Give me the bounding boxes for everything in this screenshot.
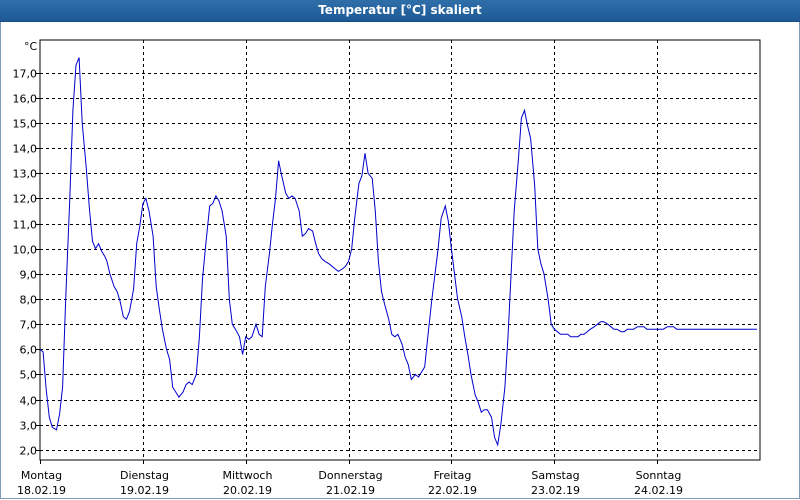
x-tick-date-label: 20.02.19 <box>223 484 272 497</box>
y-tick-label: 13,0 <box>13 168 38 181</box>
y-tick-label: 8,0 <box>20 294 38 307</box>
x-tick-date-label: 18.02.19 <box>17 484 66 497</box>
x-tick-day-label: Donnerstag <box>318 469 382 482</box>
x-tick-date-label: 22.02.19 <box>428 484 477 497</box>
y-tick-label: 11,0 <box>13 219 38 232</box>
x-tick-date-label: 19.02.19 <box>120 484 169 497</box>
grid-lines <box>36 40 760 464</box>
x-tick-labels: Montag 18.02.19 Dienstag 19.02.19 Mittwoch 20… <box>17 469 683 497</box>
x-tick-day-label: Dienstag <box>120 469 169 482</box>
window-title: Temperatur [°C] skaliert <box>0 0 800 22</box>
y-tick-label: 16,0 <box>13 93 38 106</box>
y-tick-labels: 2,0 3,0 4,0 5,0 6,0 7,0 8,0 9,0 10,0 11,0 12,0 13,0… <box>13 68 38 458</box>
y-tick-label: 2,0 <box>20 445 38 458</box>
y-tick-label: 7,0 <box>20 319 38 332</box>
y-tick-label: 6,0 <box>20 344 38 357</box>
y-tick-label: 14,0 <box>13 143 38 156</box>
y-axis-unit: °C <box>24 40 38 53</box>
x-tick-day-label: Sonntag <box>636 469 682 482</box>
y-tick-label: 17,0 <box>13 68 38 81</box>
x-tick-date-label: 21.02.19 <box>326 484 375 497</box>
y-tick-label: 15,0 <box>13 118 38 131</box>
y-tick-label: 10,0 <box>13 244 38 257</box>
x-tick-day-label: Mittwoch <box>223 469 273 482</box>
y-tick-label: 5,0 <box>20 369 38 382</box>
y-tick-label: 9,0 <box>20 269 38 282</box>
x-tick-day-label: Samstag <box>531 469 579 482</box>
x-tick-date-label: 23.02.19 <box>531 484 580 497</box>
y-tick-label: 3,0 <box>20 420 38 433</box>
x-tick-date-label: 24.02.19 <box>634 484 683 497</box>
x-tick-day-label: Freitag <box>434 469 472 482</box>
y-tick-label: 12,0 <box>13 193 38 206</box>
temperature-series-line <box>39 57 757 447</box>
y-tick-label: 4,0 <box>20 395 38 408</box>
x-tick-day-label: Montag <box>21 469 62 482</box>
